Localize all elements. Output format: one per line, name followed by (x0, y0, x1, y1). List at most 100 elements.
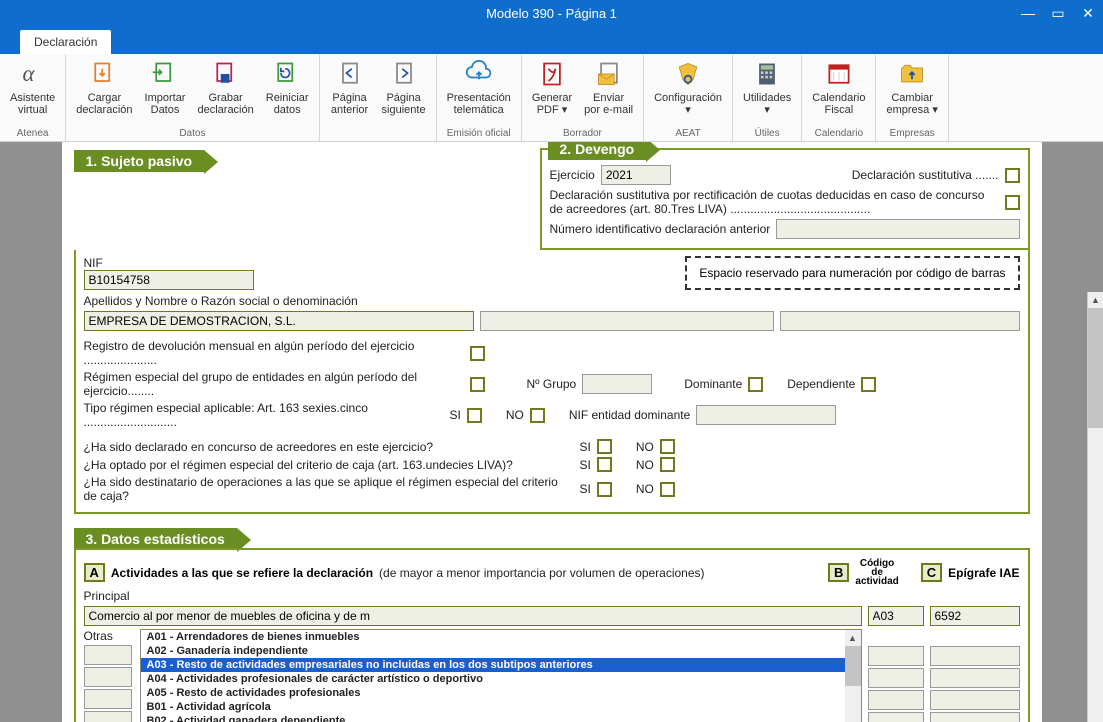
ribbon-button-label: declaración (197, 104, 253, 116)
otras-row-1[interactable] (84, 645, 132, 665)
ribbon-button-mail[interactable]: Enviarpor e-mail (578, 56, 639, 127)
concurso-no-checkbox[interactable] (660, 439, 675, 454)
tipo-regimen-si-checkbox[interactable] (467, 408, 482, 423)
ribbon-button-label: empresa ▾ (886, 104, 937, 116)
codigo-row-1[interactable] (868, 646, 924, 666)
no-label-2: NO (636, 440, 654, 454)
ribbon-button-calendar[interactable]: CalendarioFiscal (806, 56, 871, 127)
maximize-button[interactable]: ▭ (1043, 0, 1073, 26)
ribbon-button-label: datos (274, 104, 301, 116)
epigrafe-row-3[interactable] (930, 690, 1020, 710)
ribbon-group: CalendarioFiscalCalendario (802, 54, 876, 141)
codigo-input[interactable] (868, 606, 924, 626)
scroll-thumb[interactable] (845, 646, 861, 686)
ribbon-button-doc-save[interactable]: Grabardeclaración (191, 56, 259, 127)
dropdown-item[interactable]: A04 - Actividades profesionales de carác… (141, 672, 861, 686)
marker-c: C (921, 563, 942, 582)
ribbon-button-label: PDF ▾ (537, 104, 568, 116)
codigo-row-4[interactable] (868, 712, 924, 722)
principal-label: Principal (84, 589, 1020, 603)
ribbon-button-label: Utilidades (743, 92, 791, 104)
dest-caja-si-checkbox[interactable] (597, 482, 612, 497)
epigrafe-row-1[interactable] (930, 646, 1020, 666)
epigrafe-row-4[interactable] (930, 712, 1020, 722)
ejercicio-input[interactable] (601, 165, 671, 185)
ribbon-tabstrip: Declaración (0, 26, 1103, 54)
name-input-3[interactable] (780, 311, 1020, 331)
ribbon-button-label: Cargar (88, 92, 122, 104)
ribbon-button-doc-down[interactable]: Cargardeclaración (70, 56, 138, 127)
ribbon-button-label: Página (332, 92, 366, 104)
otras-row-4[interactable] (84, 711, 132, 722)
doc-reset-icon (271, 58, 303, 90)
actividad-dropdown[interactable]: ▲ ▼ A01 - Arrendadores de bienes inmuebl… (140, 629, 862, 722)
activ-sub: (de mayor a menor importancia por volume… (379, 566, 705, 580)
codigo-row-3[interactable] (868, 690, 924, 710)
ribbon-button-label: Cambiar (891, 92, 933, 104)
dropdown-item[interactable]: A03 - Resto de actividades empresariales… (141, 658, 861, 672)
ribbon-button-label: Configuración (654, 92, 722, 104)
ribbon-button-alpha[interactable]: αAsistentevirtual (4, 56, 61, 127)
dropdown-item[interactable]: A05 - Resto de actividades profesionales (141, 686, 861, 700)
q-registro-checkbox[interactable] (470, 346, 485, 361)
ribbon-button-doc-reset[interactable]: Reiniciardatos (260, 56, 315, 127)
name-input-2[interactable] (480, 311, 774, 331)
scroll-up-arrow-icon[interactable]: ▲ (1088, 292, 1103, 308)
ribbon-button-label: Grabar (208, 92, 242, 104)
close-button[interactable]: ✕ (1073, 0, 1103, 26)
decl-sustitutiva-checkbox[interactable] (1005, 168, 1020, 183)
criterio-caja-si-checkbox[interactable] (597, 457, 612, 472)
dominante-checkbox[interactable] (748, 377, 763, 392)
ribbon-button-page-next[interactable]: Páginasiguiente (376, 56, 432, 138)
titlebar: Modelo 390 - Página 1 — ▭ ✕ (0, 0, 1103, 26)
criterio-caja-no-checkbox[interactable] (660, 457, 675, 472)
dropdown-item[interactable]: B02 - Actividad ganadera dependiente (141, 714, 861, 722)
ribbon-button-page-prev[interactable]: Páginaanterior (324, 56, 376, 138)
form-page: 1. Sujeto pasivo 2. Devengo Ejercicio De… (62, 142, 1042, 722)
decl-rect-label: Declaración sustitutiva por rectificació… (550, 188, 999, 216)
scroll-up-icon[interactable]: ▲ (845, 630, 861, 646)
ribbon-button-calc[interactable]: Utilidades▾ (737, 56, 797, 127)
section2-box: Ejercicio Declaración sustitutiva ......… (540, 148, 1030, 250)
page-scrollbar[interactable]: ▲ (1087, 292, 1103, 722)
section1-box: NIF Espacio reservado para numeración po… (74, 250, 1030, 514)
tipo-regimen-no-checkbox[interactable] (530, 408, 545, 423)
decl-rect-checkbox[interactable] (1005, 195, 1020, 210)
q-regimen-grupo-checkbox[interactable] (470, 377, 485, 392)
ribbon-button-pdf[interactable]: GenerarPDF ▾ (526, 56, 578, 127)
ribbon-group-label: Emisión oficial (441, 127, 517, 141)
n-grupo-input[interactable] (582, 374, 652, 394)
name-input[interactable] (84, 311, 474, 331)
ribbon-group: Cambiarempresa ▾Empresas (876, 54, 948, 141)
dropdown-scrollbar[interactable]: ▲ ▼ (845, 630, 861, 722)
ribbon-button-cloud-up[interactable]: Presentacióntelemática (441, 56, 517, 127)
nif-dominante-label: NIF entidad dominante (569, 408, 690, 422)
window-controls: — ▭ ✕ (1013, 0, 1103, 26)
dropdown-item[interactable]: B01 - Actividad agrícola (141, 700, 861, 714)
tab-declaracion[interactable]: Declaración (20, 30, 111, 54)
concurso-si-checkbox[interactable] (597, 439, 612, 454)
page-scroll-thumb[interactable] (1088, 308, 1103, 428)
principal-input[interactable] (84, 606, 862, 626)
epigrafe-row-2[interactable] (930, 668, 1020, 688)
epigrafe-input[interactable] (930, 606, 1020, 626)
ribbon-button-label: ▾ (685, 104, 691, 116)
nif-input[interactable] (84, 270, 254, 290)
dest-caja-no-checkbox[interactable] (660, 482, 675, 497)
otras-row-2[interactable] (84, 667, 132, 687)
ribbon-button-label: siguiente (382, 104, 426, 116)
nif-dominante-input[interactable] (696, 405, 836, 425)
num-ident-input[interactable] (776, 219, 1019, 239)
ribbon-button-label: Presentación (447, 92, 511, 104)
ribbon-button-gear[interactable]: Configuración▾ (648, 56, 728, 127)
otras-row-3[interactable] (84, 689, 132, 709)
codigo-row-2[interactable] (868, 668, 924, 688)
dropdown-item[interactable]: A01 - Arrendadores de bienes inmuebles (141, 630, 861, 644)
si-label-4: SI (580, 482, 591, 496)
dependiente-checkbox[interactable] (861, 377, 876, 392)
mail-icon (593, 58, 625, 90)
minimize-button[interactable]: — (1013, 0, 1043, 26)
ribbon-button-folder-up[interactable]: Cambiarempresa ▾ (880, 56, 943, 127)
dropdown-item[interactable]: A02 - Ganadería independiente (141, 644, 861, 658)
ribbon-button-doc-in[interactable]: ImportarDatos (139, 56, 192, 127)
